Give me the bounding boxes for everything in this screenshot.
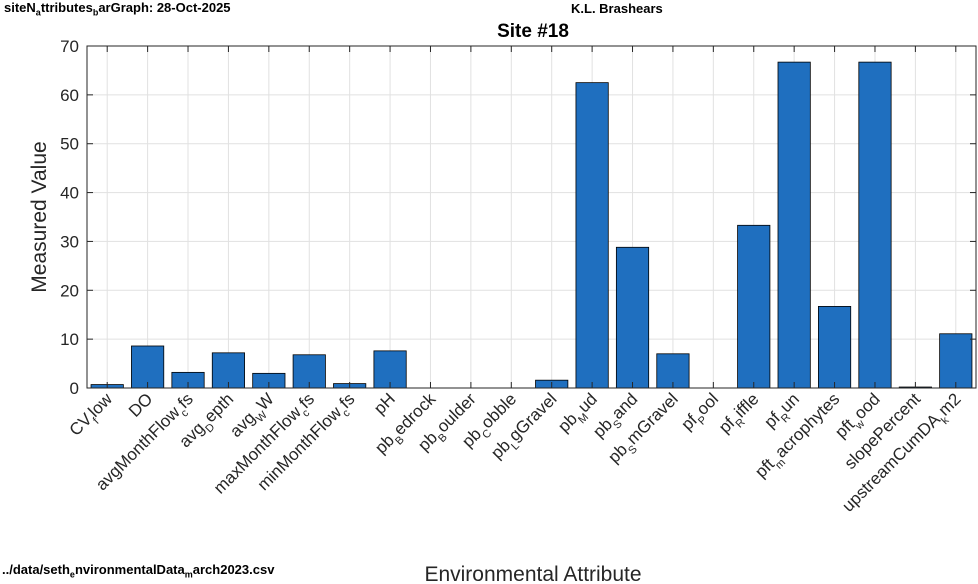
x-tick-label: pfPool [677,389,725,437]
bar [373,350,407,389]
x-tick-labels: CVflow DOavgMonthFlowcfsavgDepthavgWWmaxM… [66,389,965,516]
y-tick-label: 60 [60,86,79,105]
y-tick-label: 10 [60,330,79,349]
header-file-label: siteNattributesbarGraph: 28-Oct-2025 [4,0,231,18]
x-tick-label: pH [370,389,399,418]
y-tick-label: 20 [60,281,79,300]
bar [777,61,811,389]
bar [737,224,771,389]
axes [86,45,977,389]
y-tick-label: 50 [60,135,79,154]
bar [939,333,973,389]
plot-box [86,45,977,389]
bar [131,345,165,389]
bar [858,61,892,389]
bar [818,306,852,389]
bars [90,61,973,389]
x-tick-label: DO [125,389,156,420]
y-tick-labels: 0 10 20 30 40 50 60 70 [60,37,79,398]
y-tick-label: 70 [60,37,79,56]
header-author: K.L. Brashears [571,1,663,16]
y-tick-label: 0 [70,379,79,398]
y-tick-label: 30 [60,232,79,251]
bar [575,82,609,389]
y-tick-label: 40 [60,184,79,203]
chart-title: Site #18 [497,21,569,42]
y-axis-label: Measured Value [28,141,51,292]
x-tick-label: pfRiffle [715,389,766,440]
bar [615,246,650,389]
x-axis-label: Environmental Attribute [424,563,641,584]
footer-data-path: ../data/sethenvironmentalDatamarch2023.c… [2,562,275,580]
